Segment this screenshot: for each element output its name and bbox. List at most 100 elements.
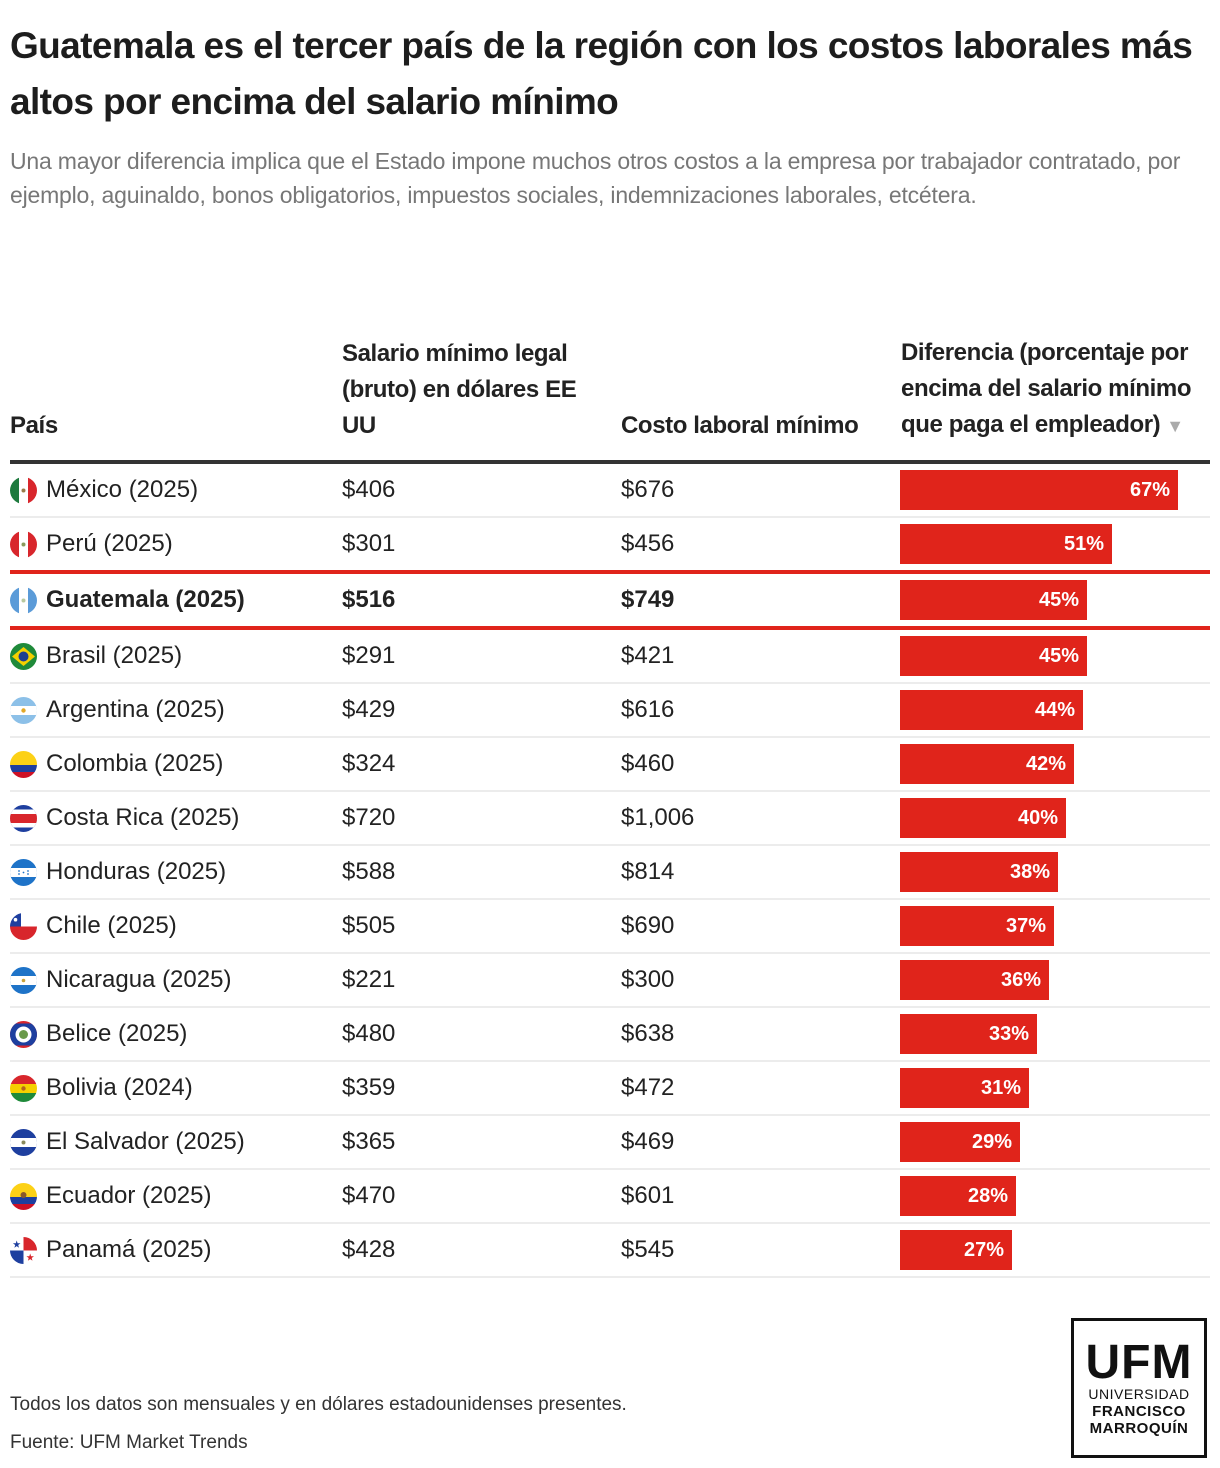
column-header-country[interactable]: País — [10, 412, 58, 439]
cost-cell: $638 — [621, 1020, 675, 1047]
difference-cell: 29% — [900, 1116, 1210, 1168]
difference-bar: 27% — [900, 1230, 1012, 1270]
difference-bar: 44% — [900, 690, 1083, 730]
country-name: Bolivia (2024) — [46, 1074, 193, 1101]
difference-bar: 29% — [900, 1122, 1020, 1162]
logo-line-3: MARROQUÍN — [1089, 1419, 1189, 1437]
salary-cell: $291 — [342, 642, 396, 669]
salary-cell: $720 — [342, 804, 396, 831]
country-cell: Argentina (2025) — [10, 684, 225, 736]
country-name: Perú (2025) — [46, 530, 173, 557]
salary-cell: $324 — [342, 750, 396, 777]
country-name: Honduras (2025) — [46, 858, 227, 885]
country-cell: Belice (2025) — [10, 1008, 187, 1060]
cost-cell: $690 — [621, 912, 675, 939]
country-cell: Honduras (2025) — [10, 846, 226, 898]
table-row: Guatemala (2025) $516 $749 45% — [10, 570, 1210, 630]
salary-cell: $406 — [342, 476, 396, 503]
difference-bar: 67% — [900, 470, 1178, 510]
bz-flag-icon — [10, 1020, 37, 1048]
cr-flag-icon — [10, 804, 37, 832]
country-cell: Costa Rica (2025) — [10, 792, 239, 844]
country-name: Costa Rica (2025) — [46, 804, 240, 831]
difference-cell: 36% — [900, 954, 1210, 1006]
difference-cell: 42% — [900, 738, 1210, 790]
country-cell: Bolivia (2024) — [10, 1062, 193, 1114]
salary-cell: $505 — [342, 912, 396, 939]
salary-cell: $428 — [342, 1236, 396, 1263]
table-row: El Salvador (2025) $365 $469 29% — [10, 1116, 1210, 1170]
cost-cell: $601 — [621, 1182, 675, 1209]
column-header-salary[interactable]: Salario mínimo legal (bruto) en dólares … — [342, 340, 577, 439]
table-row: México (2025) $406 $676 67% — [10, 464, 1210, 518]
difference-bar: 51% — [900, 524, 1112, 564]
difference-cell: 45% — [900, 630, 1210, 682]
country-name: Guatemala (2025) — [46, 586, 245, 613]
cost-cell: $545 — [621, 1236, 675, 1263]
country-name: Brasil (2025) — [46, 642, 183, 669]
chart-title: Guatemala es el tercer país de la región… — [10, 25, 1193, 122]
table-row: Costa Rica (2025) $720 $1,006 40% — [10, 792, 1210, 846]
cost-cell: $676 — [621, 476, 675, 503]
difference-cell: 38% — [900, 846, 1210, 898]
salary-cell: $429 — [342, 696, 396, 723]
bo-flag-icon — [10, 1074, 37, 1102]
difference-cell: 27% — [900, 1224, 1210, 1276]
difference-bar-label: 40% — [1017, 806, 1058, 829]
table-row: Perú (2025) $301 $456 51% — [10, 518, 1210, 572]
difference-bar-label: 27% — [963, 1238, 1004, 1261]
country-cell: Guatemala (2025) — [10, 574, 245, 626]
country-cell: Brasil (2025) — [10, 630, 182, 682]
salary-cell: $359 — [342, 1074, 396, 1101]
salary-cell: $588 — [342, 858, 396, 885]
cost-cell: $1,006 — [621, 804, 695, 831]
difference-bar: 45% — [900, 636, 1087, 676]
column-header-difference[interactable]: Diferencia (porcentaje por encima del sa… — [901, 335, 1201, 444]
table-row: Colombia (2025) $324 $460 42% — [10, 738, 1210, 792]
ec-flag-icon — [10, 1182, 37, 1210]
column-header-cost[interactable]: Costo laboral mínimo — [621, 412, 859, 439]
pe-flag-icon — [10, 530, 37, 558]
difference-bar-label: 31% — [980, 1076, 1021, 1099]
difference-bar-label: 37% — [1005, 914, 1046, 937]
ar-flag-icon — [10, 696, 37, 724]
cost-cell: $460 — [621, 750, 675, 777]
difference-bar-label: 38% — [1009, 860, 1050, 883]
cost-cell: $421 — [621, 642, 675, 669]
chart-subtitle: Una mayor diferencia implica que el Esta… — [10, 148, 1181, 208]
difference-cell: 28% — [900, 1170, 1210, 1222]
difference-bar-label: 33% — [988, 1022, 1029, 1045]
mx-flag-icon — [10, 476, 37, 504]
difference-bar: 40% — [900, 798, 1066, 838]
difference-bar-label: 29% — [971, 1130, 1012, 1153]
table-row: Ecuador (2025) $470 $601 28% — [10, 1170, 1210, 1224]
salary-cell: $480 — [342, 1020, 396, 1047]
ufm-logo: UFM UNIVERSIDAD FRANCISCO MARROQUÍN — [1071, 1318, 1207, 1458]
difference-bar: 42% — [900, 744, 1074, 784]
ni-flag-icon — [10, 966, 37, 994]
difference-cell: 45% — [900, 574, 1210, 626]
difference-bar-label: 67% — [1129, 478, 1170, 501]
table-body: México (2025) $406 $676 67% Perú (2025) $301 $… — [10, 464, 1210, 1278]
footnote: Todos los datos son mensuales y en dólar… — [10, 1394, 627, 1415]
table-row: Nicaragua (2025) $221 $300 36% — [10, 954, 1210, 1008]
sort-descending-icon[interactable]: ▼ — [1166, 416, 1184, 436]
country-name: Ecuador (2025) — [46, 1182, 212, 1209]
cost-cell: $300 — [621, 966, 675, 993]
difference-bar-label: 45% — [1038, 588, 1079, 611]
table-row: Chile (2025) $505 $690 37% — [10, 900, 1210, 954]
country-name: Nicaragua (2025) — [46, 966, 232, 993]
column-header-difference-label: Diferencia (porcentaje por encima del sa… — [901, 339, 1192, 438]
country-cell: El Salvador (2025) — [10, 1116, 245, 1168]
difference-bar-label: 28% — [967, 1184, 1008, 1207]
country-cell: Colombia (2025) — [10, 738, 223, 790]
logo-line-2: FRANCISCO — [1092, 1402, 1186, 1420]
salary-cell: $365 — [342, 1128, 396, 1155]
co-flag-icon — [10, 750, 37, 778]
difference-bar-label: 42% — [1025, 752, 1066, 775]
difference-cell: 67% — [900, 464, 1210, 516]
table-row: Belice (2025) $480 $638 33% — [10, 1008, 1210, 1062]
sv-flag-icon — [10, 1128, 37, 1156]
difference-bar: 38% — [900, 852, 1058, 892]
cl-flag-icon — [10, 912, 37, 940]
